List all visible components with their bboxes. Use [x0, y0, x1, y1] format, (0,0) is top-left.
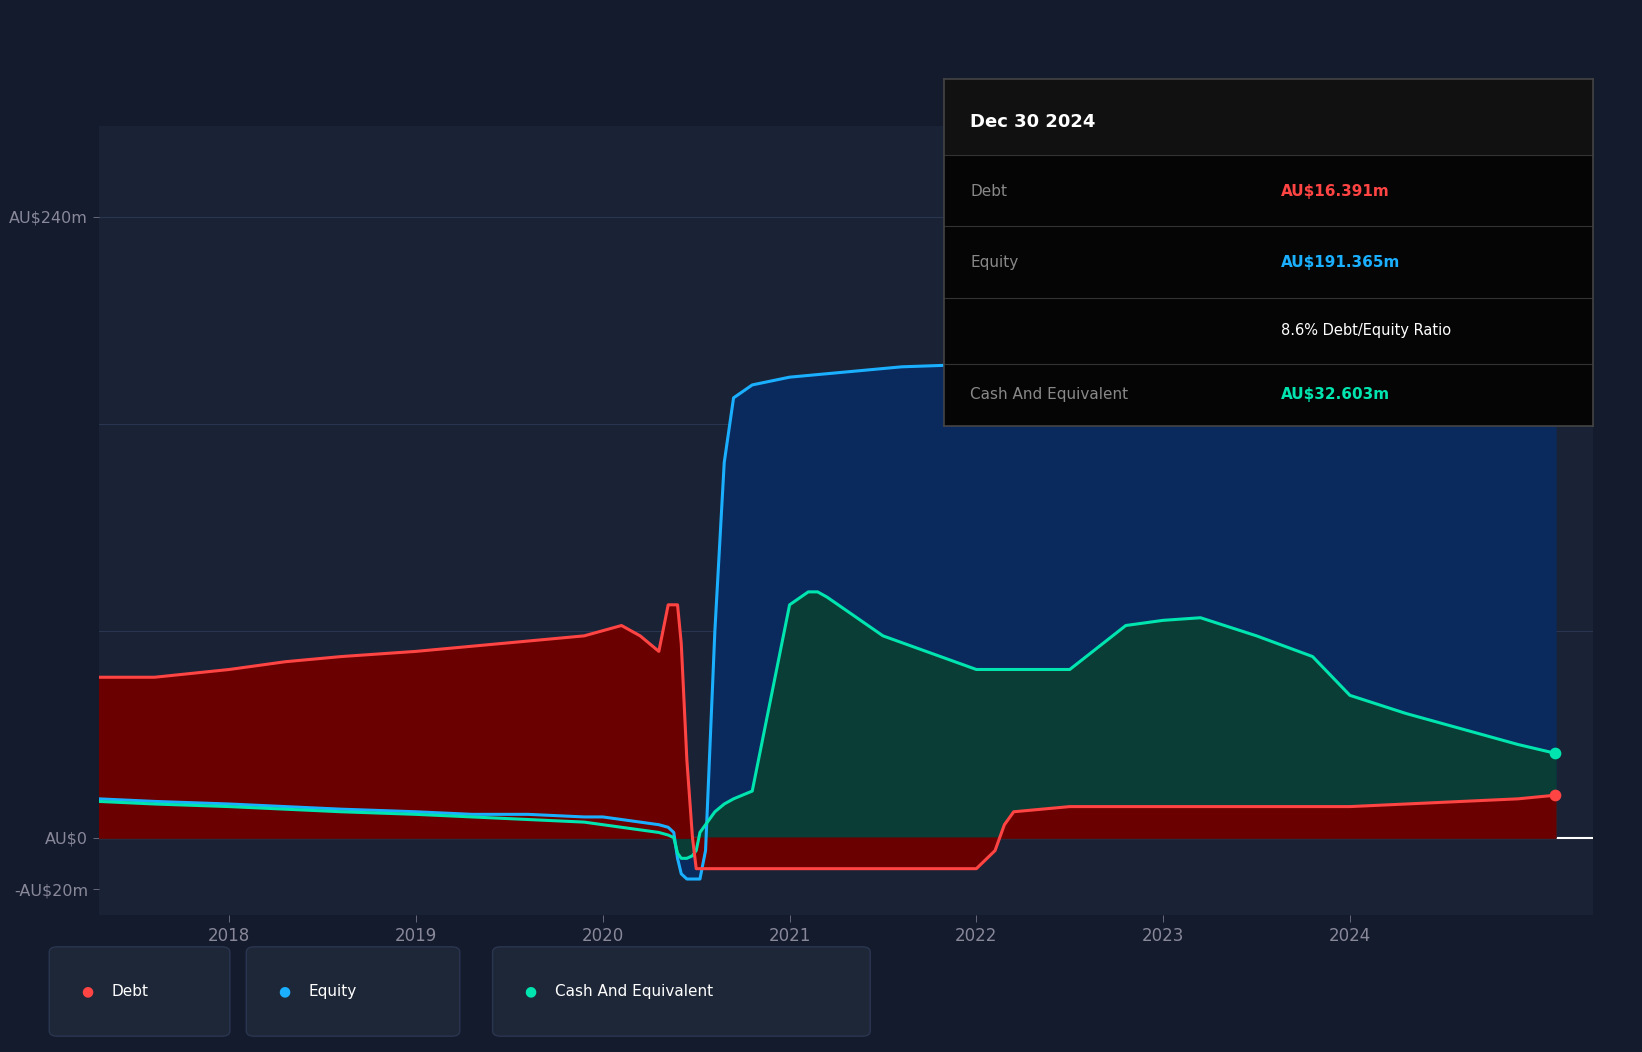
Point [1542, 745, 1568, 762]
Text: ●: ● [80, 985, 94, 998]
FancyBboxPatch shape [944, 79, 1593, 156]
Text: AU$32.603m: AU$32.603m [1281, 387, 1391, 402]
Text: Debt: Debt [112, 984, 149, 999]
Text: Cash And Equivalent: Cash And Equivalent [970, 387, 1128, 402]
Text: Equity: Equity [309, 984, 356, 999]
Text: AU$191.365m: AU$191.365m [1281, 256, 1401, 270]
Text: 8.6% Debt/Equity Ratio: 8.6% Debt/Equity Ratio [1281, 323, 1452, 338]
Point [1542, 335, 1568, 351]
Text: AU$16.391m: AU$16.391m [1281, 184, 1391, 199]
Text: Cash And Equivalent: Cash And Equivalent [555, 984, 713, 999]
Text: Equity: Equity [970, 256, 1018, 270]
Text: Debt: Debt [970, 184, 1007, 199]
Text: ●: ● [524, 985, 537, 998]
Text: ●: ● [277, 985, 291, 998]
Text: Dec 30 2024: Dec 30 2024 [970, 114, 1095, 132]
Point [1542, 787, 1568, 804]
